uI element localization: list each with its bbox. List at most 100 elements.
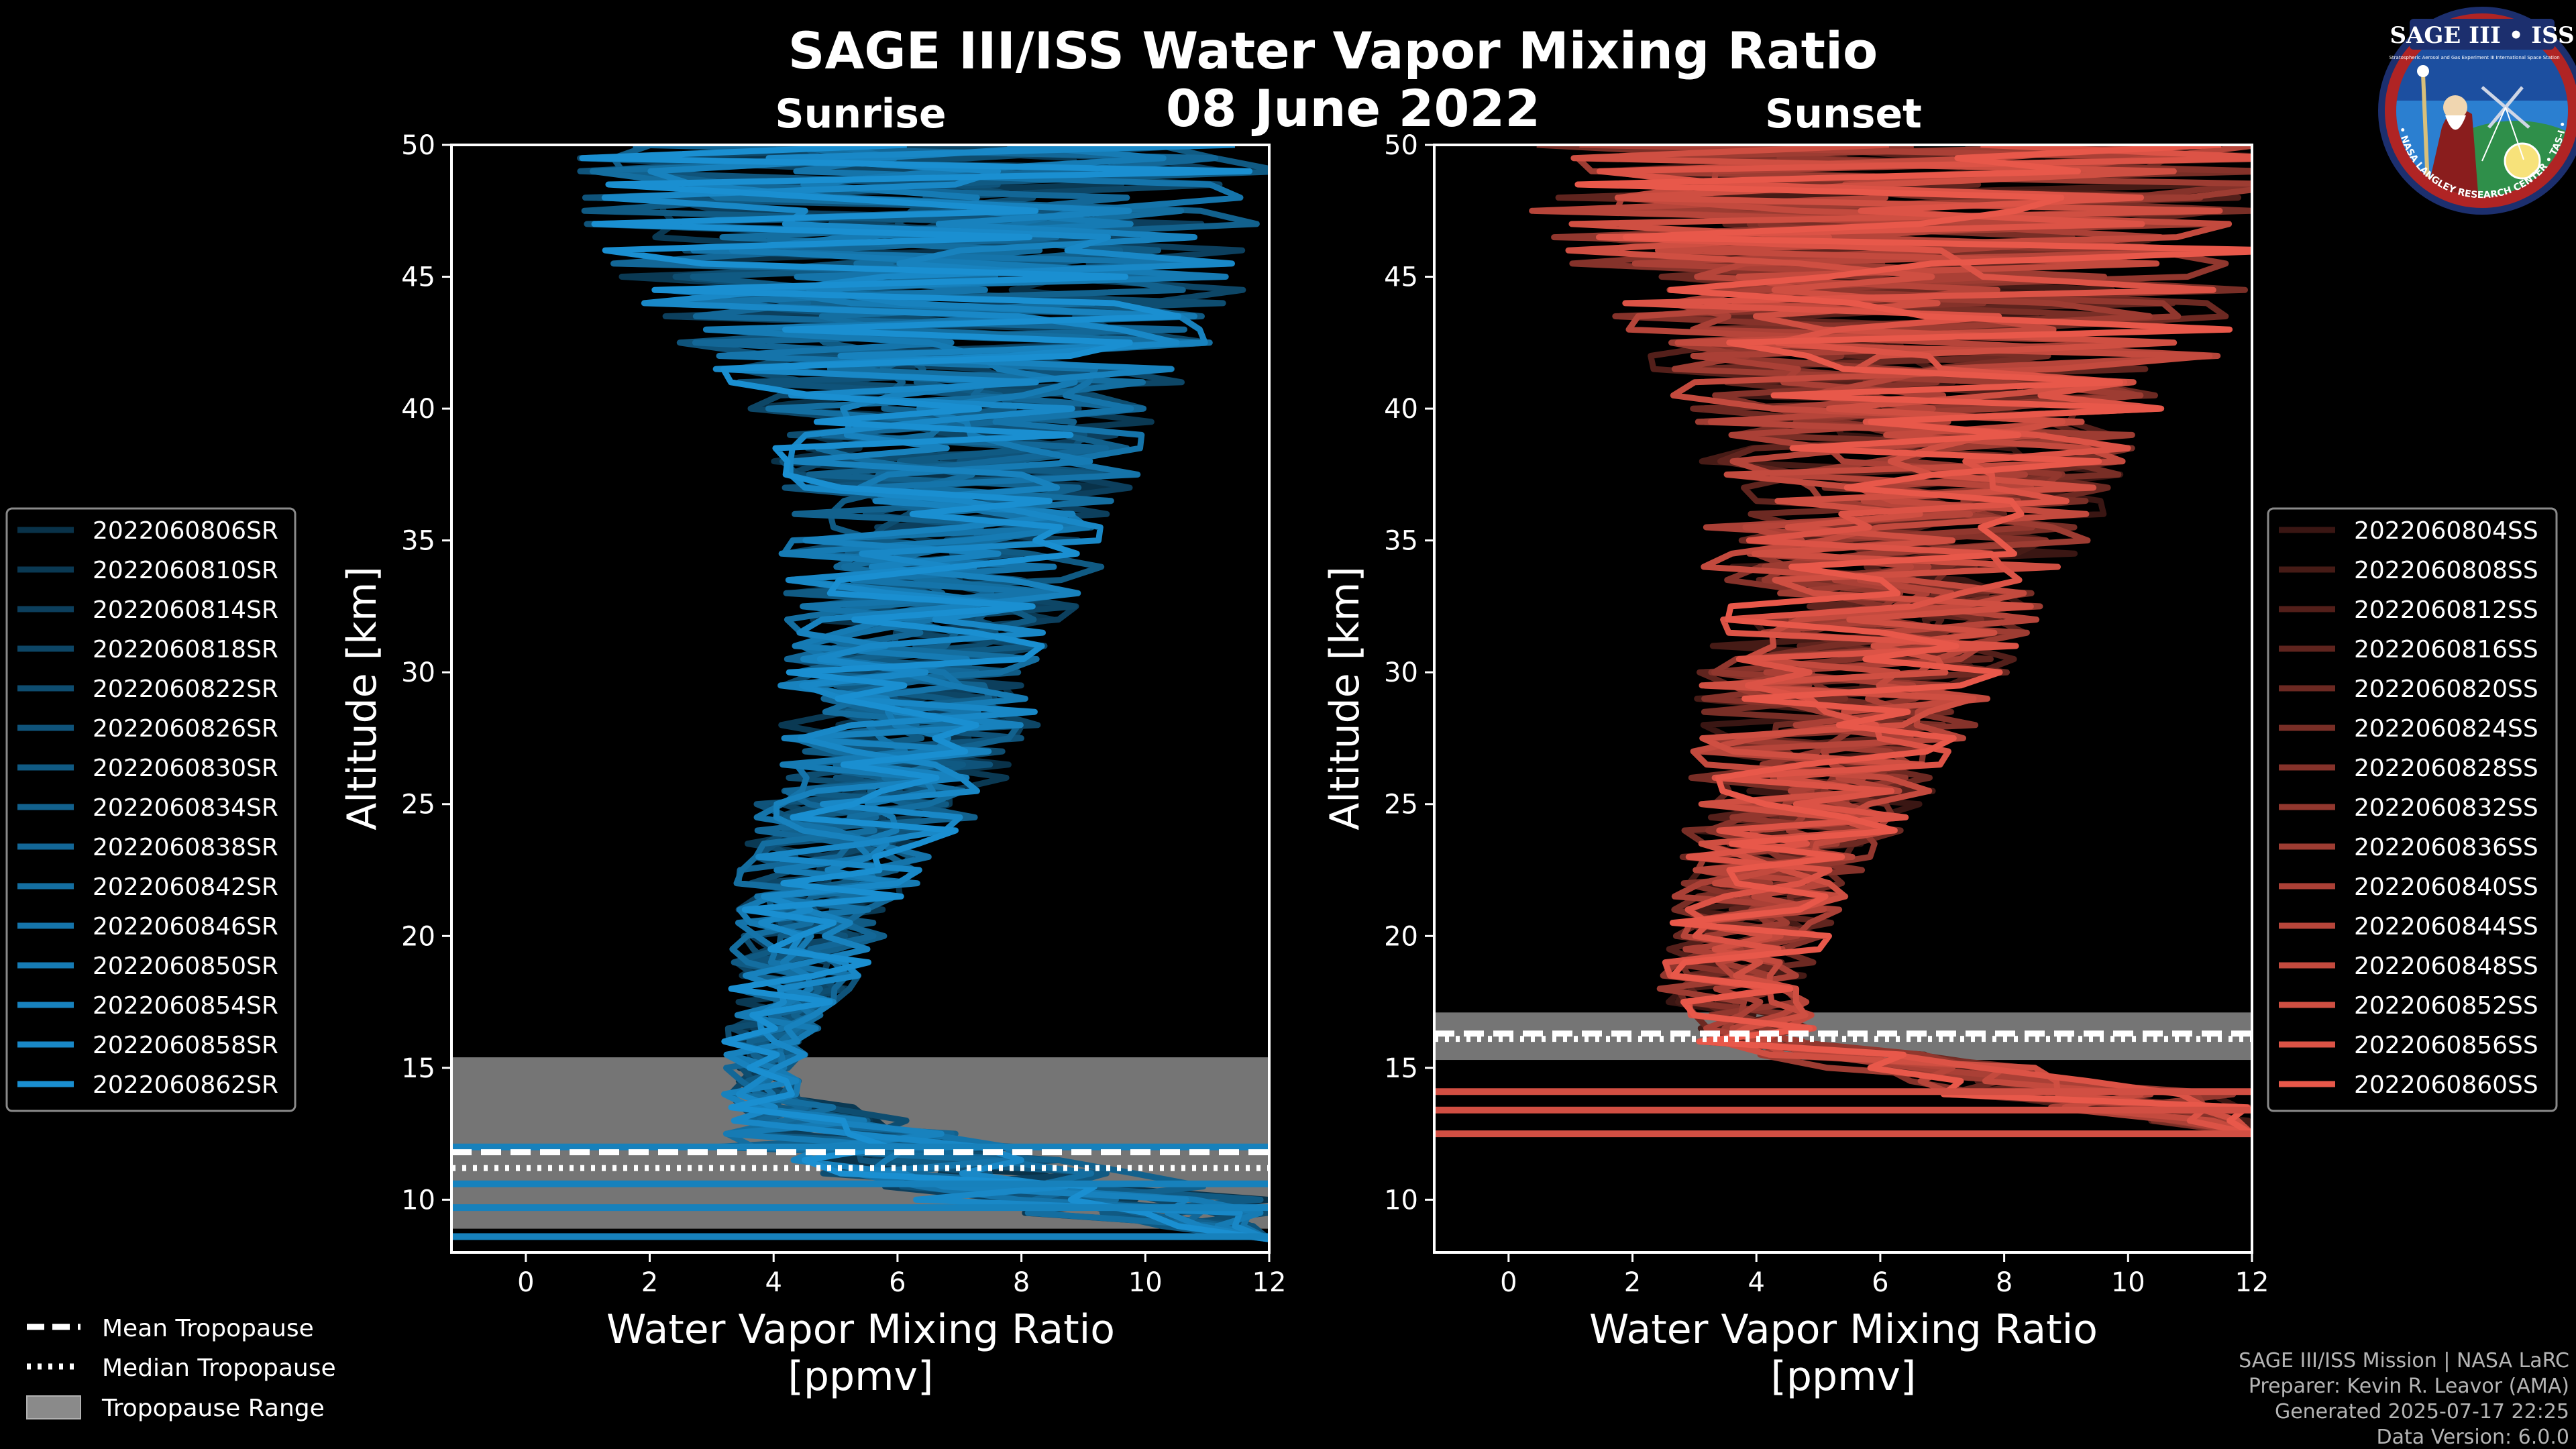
legend-label: 2022060844SS xyxy=(2354,913,2538,941)
x-tick-label: 8 xyxy=(1013,1267,1030,1298)
y-tick-label: 10 xyxy=(401,1185,435,1216)
y-tick-label: 40 xyxy=(401,394,435,425)
sunrise-panel: 0 2 4 6 8 10 12 10 15 20 25 30 35 40 45 50 Water Vapor … xyxy=(339,130,1286,1400)
legend-label: 2022060826SR xyxy=(93,715,278,743)
legend-label: 2022060814SR xyxy=(93,596,278,624)
x-tick-label: 6 xyxy=(1872,1267,1888,1298)
legend-label: 2022060856SS xyxy=(2354,1032,2538,1059)
legend-label: 2022060838SR xyxy=(93,834,278,861)
tropopause-range-swatch xyxy=(26,1395,81,1419)
x-tick-label: 0 xyxy=(1500,1267,1517,1298)
x-tick-label: 12 xyxy=(2235,1267,2269,1298)
figure-date: 08 June 2022 xyxy=(1166,78,1540,138)
sunrise-tropopause-lines xyxy=(451,1149,1269,1171)
mean-tropopause-label: Mean Tropopause xyxy=(102,1315,314,1342)
y-tick-label: 40 xyxy=(1384,394,1418,425)
logo-title-plate xyxy=(2410,19,2555,50)
profile-line-2022060858SR xyxy=(601,145,1269,1242)
credit-generated: Generated 2025-07-17 22:25 xyxy=(2275,1400,2569,1424)
y-tick-label: 30 xyxy=(401,657,435,688)
x-tick-label: 2 xyxy=(1624,1267,1641,1298)
y-tick-label: 50 xyxy=(1384,130,1418,161)
legend-label: 2022060820SS xyxy=(2354,676,2538,703)
legend-label: 2022060810SR xyxy=(93,557,278,584)
sunrise-y-axis-label: Altitude [km] xyxy=(339,566,386,830)
legend-label: 2022060832SS xyxy=(2354,794,2538,822)
x-tick-label: 6 xyxy=(889,1267,906,1298)
sunset-y-axis-label: Altitude [km] xyxy=(1322,566,1368,830)
x-tick-label: 12 xyxy=(1252,1267,1287,1298)
y-tick-label: 10 xyxy=(1384,1185,1418,1216)
y-tick-label: 25 xyxy=(401,790,435,820)
legend-label: 2022060840SS xyxy=(2354,873,2538,901)
legend-label: 2022060854SR xyxy=(93,992,278,1020)
y-tick-label: 15 xyxy=(401,1053,435,1084)
sunset-x-axis-label-line1: Water Vapor Mixing Ratio xyxy=(1589,1306,2098,1353)
logo-subtitle-left: Stratospheric Aerosol and Gas Experiment… xyxy=(2389,55,2494,60)
credit-version: Data Version: 6.0.0 xyxy=(2377,1426,2569,1449)
tropopause-legend: Mean Tropopause Median Tropopause Tropop… xyxy=(26,1315,336,1422)
legend-label: 2022060860SS xyxy=(2354,1071,2538,1099)
sunset-panel-title: Sunset xyxy=(1765,91,1922,138)
sunrise-panel-title: Sunrise xyxy=(775,91,946,138)
legend-label: 2022060848SS xyxy=(2354,953,2538,980)
legend-label: 2022060852SS xyxy=(2354,992,2538,1020)
sunset-panel: 0 2 4 6 8 10 12 10 15 20 25 30 35 40 45 50 Water Vapor … xyxy=(1322,130,2269,1400)
sunrise-legend: 2022060806SR 2022060810SR 2022060814SR 2022… xyxy=(5,507,297,1112)
legend-label: 2022060824SS xyxy=(2354,715,2538,743)
profile-line-2022060856SS xyxy=(1596,145,2252,1137)
legend-label: 2022060822SR xyxy=(93,676,278,703)
sunset-axis-ticks: 0 2 4 6 8 10 12 10 15 20 25 30 35 40 45 50 xyxy=(1384,130,2269,1298)
sunset-plot-frame xyxy=(1433,144,2253,1254)
legend-label: 2022060846SR xyxy=(93,913,278,941)
credit-preparer: Preparer: Kevin R. Leavor (AMA) xyxy=(2249,1375,2569,1398)
median-tropopause-label: Median Tropopause xyxy=(102,1354,336,1382)
sunrise-axis-ticks: 0 2 4 6 8 10 12 10 15 20 25 30 35 40 45 50 xyxy=(401,130,1286,1298)
sunset-x-axis-label-line2: [ppmv] xyxy=(1771,1353,1917,1400)
profile-line-2022060860SS xyxy=(1574,145,2252,1136)
x-tick-label: 10 xyxy=(1128,1267,1163,1298)
profile-line-2022060854SR xyxy=(647,145,1269,1242)
x-tick-label: 8 xyxy=(1996,1267,2012,1298)
legend-label: 2022060806SR xyxy=(93,517,278,545)
sunrise-profile-lines xyxy=(451,145,1269,1242)
legend-label: 2022060850SR xyxy=(93,953,278,980)
legend-label: 2022060804SS xyxy=(2354,517,2538,545)
x-tick-label: 4 xyxy=(765,1267,782,1298)
legend-label: 2022060812SS xyxy=(2354,596,2538,624)
logo-subtitle-right: International Space Station xyxy=(2496,55,2559,60)
legend-label: 2022060818SR xyxy=(93,636,278,663)
legend-label: 2022060858SR xyxy=(93,1032,278,1059)
legend-label: 2022060808SS xyxy=(2354,557,2538,584)
legend-label: 2022060830SR xyxy=(93,755,278,782)
y-tick-label: 30 xyxy=(1384,657,1418,688)
legend-label: 2022060836SS xyxy=(2354,834,2538,861)
y-tick-label: 20 xyxy=(1384,921,1418,952)
y-tick-label: 20 xyxy=(401,921,435,952)
legend-label: 2022060816SS xyxy=(2354,636,2538,663)
sunrise-plot-frame xyxy=(450,144,1271,1254)
sunset-legend: 2022060804SS 2022060808SS 2022060812SS 2022… xyxy=(2267,507,2558,1112)
credits: SAGE III/ISS Mission | NASA LaRC Prepare… xyxy=(2239,1349,2569,1449)
y-tick-label: 50 xyxy=(401,130,435,161)
x-tick-label: 2 xyxy=(641,1267,658,1298)
sunset-tropopause-lines xyxy=(1434,1030,2252,1042)
y-tick-label: 45 xyxy=(401,262,435,293)
x-tick-label: 10 xyxy=(2111,1267,2145,1298)
figure-title: SAGE III/ISS Water Vapor Mixing Ratio xyxy=(788,21,1878,80)
y-tick-label: 35 xyxy=(1384,526,1418,557)
y-tick-label: 15 xyxy=(1384,1053,1418,1084)
x-tick-label: 4 xyxy=(1748,1267,1764,1298)
sunrise-legend-box xyxy=(5,507,297,1112)
credit-mission: SAGE III/ISS Mission | NASA LaRC xyxy=(2239,1349,2569,1373)
legend-label: 2022060862SR xyxy=(93,1071,278,1099)
legend-label: 2022060834SR xyxy=(93,794,278,822)
sunrise-x-axis-label-line2: [ppmv] xyxy=(788,1353,934,1400)
legend-label: 2022060828SS xyxy=(2354,755,2538,782)
logo-title: SAGE III • ISS xyxy=(2390,22,2574,49)
sunset-profile-lines xyxy=(1434,145,2252,1138)
profile-line-2022060862SR xyxy=(579,145,1269,1242)
x-tick-label: 0 xyxy=(517,1267,534,1298)
y-tick-label: 35 xyxy=(401,526,435,557)
